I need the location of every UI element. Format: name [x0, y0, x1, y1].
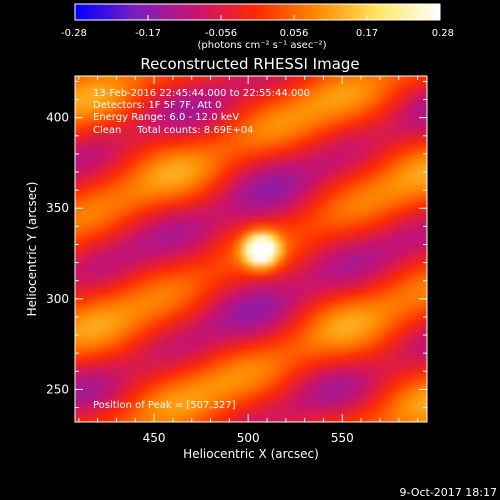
colorbar-ticks: -0.28 -0.17 -0.056 0.056 0.17 0.28: [61, 15, 454, 39]
y-tick-label: 400: [46, 111, 69, 125]
colorbar-tick-label: -0.056: [205, 28, 237, 39]
info-annotation: Clean Total counts: 8.69E+04: [93, 125, 253, 136]
colorbar-unit-label: (photons cm⁻² s⁻¹ asec⁻²): [197, 40, 326, 51]
chart-title: Reconstructed RHESSI Image: [140, 55, 359, 73]
x-tick-label: 450: [143, 431, 166, 445]
colorbar-tick-label: -0.28: [61, 28, 87, 39]
heatmap: 13-Feb-2016 22:45:44.000 to 22:55:44.000…: [75, 76, 427, 422]
colorbar-tick-label: 0.056: [280, 28, 309, 39]
colorbar-tick-label: -0.17: [135, 28, 161, 39]
colorbar-tick-label: 0.17: [356, 28, 378, 39]
plot-frame: [74, 75, 428, 423]
colorbar-tick-label: 0.28: [432, 28, 454, 39]
axes: 450 500 550 250 300 350 400: [46, 75, 428, 445]
peak-position-annotation: Position of Peak = [507,327]: [93, 400, 236, 411]
heatmap-image: [75, 76, 427, 422]
x-tick-label: 550: [331, 431, 354, 445]
footer-date: 9-Oct-2017 18:17: [400, 486, 497, 499]
info-annotation: Detectors: 1F 5F 7F, Att 0: [93, 100, 221, 111]
info-annotation: Energy Range: 6.0 - 12.0 keV: [93, 112, 239, 123]
y-tick-label: 250: [46, 382, 69, 396]
annotations: 13-Feb-2016 22:45:44.000 to 22:55:44.000…: [93, 88, 310, 411]
info-annotation: 13-Feb-2016 22:45:44.000 to 22:55:44.000: [93, 88, 310, 99]
x-axis-label: Heliocentric X (arcsec): [183, 447, 319, 461]
y-tick-label: 300: [46, 292, 69, 306]
y-axis-label: Heliocentric Y (arcsec): [25, 182, 39, 317]
y-tick-label: 350: [46, 201, 69, 215]
x-tick-label: 500: [237, 431, 260, 445]
colorbar-fill: [74, 3, 441, 21]
colorbar: -0.28 -0.17 -0.056 0.056 0.17 0.28 (photons c…: [61, 3, 454, 51]
